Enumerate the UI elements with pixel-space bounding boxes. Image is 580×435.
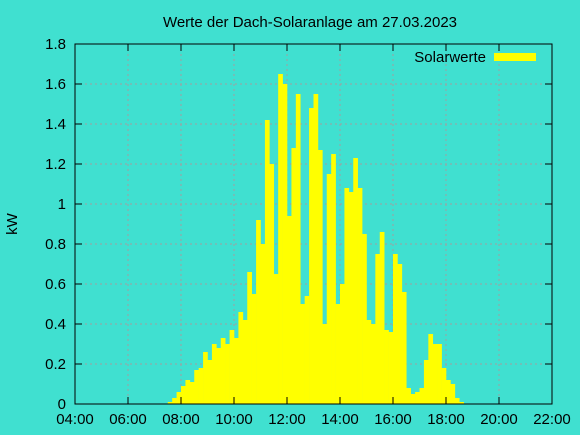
y-tick-label: 0.4 xyxy=(45,316,66,333)
data-bar xyxy=(353,158,358,404)
y-tick-label: 1.2 xyxy=(45,156,66,173)
y-tick-label: 1.4 xyxy=(45,116,66,133)
data-bar xyxy=(211,344,217,404)
data-bar xyxy=(251,294,257,404)
x-tick-label: 08:00 xyxy=(162,411,200,428)
y-tick-label: 1 xyxy=(58,196,66,213)
data-bar xyxy=(370,324,376,404)
data-bar xyxy=(393,254,398,404)
data-bar xyxy=(167,402,173,404)
data-bar xyxy=(287,216,292,404)
y-axis-ticks: 0 0.2 0.4 0.6 0.8 1 1.2 1.4 1.6 1.8 xyxy=(45,36,552,413)
data-bar xyxy=(189,382,195,404)
data-bar xyxy=(242,320,248,404)
data-bar xyxy=(419,388,425,404)
data-bar xyxy=(362,234,367,404)
x-tick-label: 14:00 xyxy=(321,411,359,428)
data-bar xyxy=(322,324,328,404)
data-bar xyxy=(410,394,416,404)
data-bar xyxy=(446,380,451,404)
data-bar xyxy=(234,338,239,404)
data-bar xyxy=(185,380,191,404)
data-bar xyxy=(344,188,350,404)
data-bar xyxy=(300,304,305,404)
data-bar xyxy=(384,330,389,404)
data-bar xyxy=(256,220,261,404)
data-bar xyxy=(459,402,464,404)
data-bar xyxy=(176,392,182,404)
data-bar xyxy=(406,388,411,404)
data-bar xyxy=(304,296,310,404)
data-bar xyxy=(238,312,244,404)
data-bar xyxy=(428,334,434,404)
data-bar xyxy=(278,74,283,404)
data-bar xyxy=(295,94,301,404)
data-bar xyxy=(220,338,226,404)
data-bar xyxy=(229,330,235,404)
data-bar xyxy=(348,192,354,404)
y-tick-label: 1.8 xyxy=(45,36,66,53)
data-bar xyxy=(335,304,341,404)
data-bar xyxy=(326,174,332,404)
data-bar xyxy=(309,108,314,404)
y-tick-label: 0.8 xyxy=(45,236,66,253)
data-bar xyxy=(450,384,456,404)
data-bar xyxy=(401,292,407,404)
data-bar xyxy=(437,344,442,404)
x-tick-label: 10:00 xyxy=(215,411,253,428)
x-tick-label: 12:00 xyxy=(268,411,306,428)
data-bar xyxy=(313,94,319,404)
data-bar xyxy=(225,344,230,404)
y-tick-label: 0.2 xyxy=(45,356,66,373)
data-bar xyxy=(423,360,429,404)
data-bar xyxy=(264,120,270,404)
data-bar xyxy=(291,148,297,404)
x-tick-label: 16:00 xyxy=(374,411,412,428)
data-bar xyxy=(415,392,420,404)
data-bar xyxy=(375,254,381,404)
data-bar xyxy=(441,368,447,404)
data-bar xyxy=(216,348,222,404)
legend-label-solarwerte: Solarwerte xyxy=(414,49,486,66)
x-tick-label: 22:00 xyxy=(533,411,571,428)
y-tick-label: 0.6 xyxy=(45,276,66,293)
data-bar xyxy=(273,274,279,404)
x-axis-ticks: 04:00 06:00 08:00 10:00 12:00 14:00 16:00 18:00… xyxy=(56,44,571,428)
data-bar xyxy=(357,188,363,404)
data-bar xyxy=(198,368,204,404)
data-bar xyxy=(172,398,177,404)
x-tick-label: 20:00 xyxy=(480,411,518,428)
data-bar xyxy=(282,84,288,404)
series-area-solarwerte xyxy=(167,74,464,404)
data-bar xyxy=(388,332,394,404)
data-bar xyxy=(207,360,213,404)
legend-swatch-solarwerte xyxy=(494,53,536,61)
y-tick-label: 0 xyxy=(58,396,66,413)
data-bar xyxy=(340,284,345,404)
data-bar xyxy=(432,344,438,404)
data-bar xyxy=(194,370,199,404)
data-bar xyxy=(331,154,336,404)
x-tick-label: 04:00 xyxy=(56,411,94,428)
y-axis-label: kW xyxy=(4,212,21,235)
data-bar xyxy=(379,232,385,404)
chart-title: Werte der Dach-Solaranlage am 27.03.2023 xyxy=(163,14,457,31)
data-bar xyxy=(260,244,266,404)
x-tick-label: 06:00 xyxy=(109,411,147,428)
data-bar xyxy=(269,164,275,404)
data-bar xyxy=(454,398,460,404)
legend: Solarwerte xyxy=(414,49,536,66)
data-bar xyxy=(317,150,323,404)
data-bar xyxy=(397,264,403,404)
y-tick-label: 1.6 xyxy=(45,76,66,93)
data-bar xyxy=(366,320,372,404)
data-bar xyxy=(181,386,186,404)
x-tick-label: 18:00 xyxy=(427,411,465,428)
data-bar xyxy=(247,272,252,404)
plot-frame xyxy=(74,43,553,405)
data-bar xyxy=(203,352,208,404)
